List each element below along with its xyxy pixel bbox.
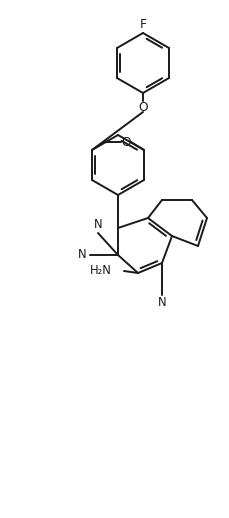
Text: N: N xyxy=(77,249,86,262)
Text: F: F xyxy=(139,18,146,31)
Text: O: O xyxy=(138,100,147,113)
Text: N: N xyxy=(93,219,102,232)
Text: H₂N: H₂N xyxy=(90,265,112,278)
Text: O: O xyxy=(121,136,130,149)
Text: N: N xyxy=(157,296,166,309)
